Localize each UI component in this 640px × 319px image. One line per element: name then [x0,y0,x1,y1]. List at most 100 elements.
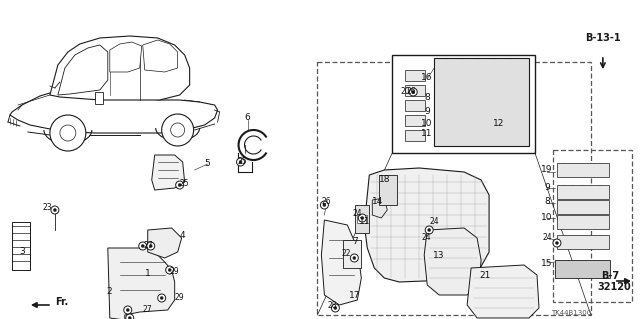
Text: 18: 18 [378,175,390,184]
Circle shape [425,226,433,234]
Text: B-7: B-7 [601,271,619,281]
Text: 4: 4 [180,231,186,240]
Text: 3: 3 [19,248,25,256]
Text: 23: 23 [42,204,52,212]
Circle shape [237,158,244,166]
Bar [380,175,397,205]
Circle shape [168,269,171,271]
Text: 27: 27 [143,306,152,315]
Text: 28: 28 [328,300,337,309]
Bar [392,55,535,153]
Bar [434,58,529,146]
Text: 5: 5 [205,159,211,167]
Polygon shape [50,36,189,100]
Circle shape [147,242,155,250]
Bar [405,85,425,96]
Text: 9: 9 [424,107,430,115]
Circle shape [323,204,326,206]
Text: 8: 8 [544,197,550,206]
Text: 1: 1 [145,269,150,278]
Circle shape [166,266,173,274]
Circle shape [239,160,242,164]
Circle shape [149,244,152,248]
Circle shape [412,91,415,93]
Text: TK44B1300: TK44B1300 [550,310,591,316]
Polygon shape [58,45,108,95]
Circle shape [358,214,366,222]
Text: 17: 17 [349,291,360,300]
Polygon shape [364,168,489,282]
Text: Fr.: Fr. [55,297,68,307]
Text: 14: 14 [372,197,383,205]
Bar [555,260,610,278]
Bar [557,200,609,214]
Circle shape [556,241,559,244]
Text: 24: 24 [542,234,552,242]
Text: 13: 13 [433,251,445,261]
Circle shape [178,183,181,187]
Text: 32120: 32120 [597,282,630,292]
Text: 16: 16 [422,72,433,81]
Polygon shape [152,155,185,190]
Text: 27: 27 [144,241,154,249]
Text: 24: 24 [429,218,439,226]
Circle shape [160,296,163,300]
Circle shape [141,244,144,248]
Text: 24: 24 [421,233,431,241]
Bar [405,130,425,141]
Circle shape [353,256,356,259]
Circle shape [162,114,194,146]
Circle shape [53,209,56,211]
Text: 19: 19 [541,166,553,174]
Polygon shape [467,265,539,318]
Text: 8: 8 [424,93,430,101]
Text: 20: 20 [401,86,410,95]
Bar [317,62,591,315]
Circle shape [350,254,358,262]
Circle shape [332,304,339,312]
Bar [343,240,362,268]
Text: 26: 26 [406,86,416,95]
Text: 29: 29 [170,268,179,277]
Text: 22: 22 [342,249,351,257]
Bar [357,215,367,223]
Text: 12: 12 [493,120,505,129]
Text: 24: 24 [353,209,362,218]
Polygon shape [148,228,182,258]
Circle shape [126,314,134,319]
Text: 21: 21 [479,271,491,280]
Bar [557,185,609,199]
Circle shape [175,181,184,189]
Bar [95,92,103,104]
Bar [557,235,609,249]
Text: 9: 9 [544,182,550,191]
Bar [405,115,425,126]
Text: 10: 10 [541,213,553,222]
Circle shape [157,294,166,302]
Bar [553,150,632,302]
Bar [557,263,609,277]
Text: 25: 25 [237,158,247,167]
Circle shape [361,217,364,219]
Circle shape [60,125,76,141]
Polygon shape [110,42,141,72]
Circle shape [128,316,131,319]
Text: 2: 2 [106,287,111,296]
Polygon shape [108,248,175,319]
Text: 11: 11 [358,218,370,226]
Bar [355,205,369,233]
Circle shape [171,123,185,137]
Polygon shape [321,220,362,305]
Text: 25: 25 [180,179,189,188]
Polygon shape [10,88,218,133]
Circle shape [553,239,561,247]
Text: 15: 15 [541,258,553,268]
Bar [12,222,30,270]
Polygon shape [424,228,481,295]
Circle shape [334,307,337,309]
Polygon shape [372,198,387,218]
Circle shape [124,306,132,314]
Text: 11: 11 [422,130,433,138]
Bar [405,70,425,81]
Circle shape [428,228,431,232]
